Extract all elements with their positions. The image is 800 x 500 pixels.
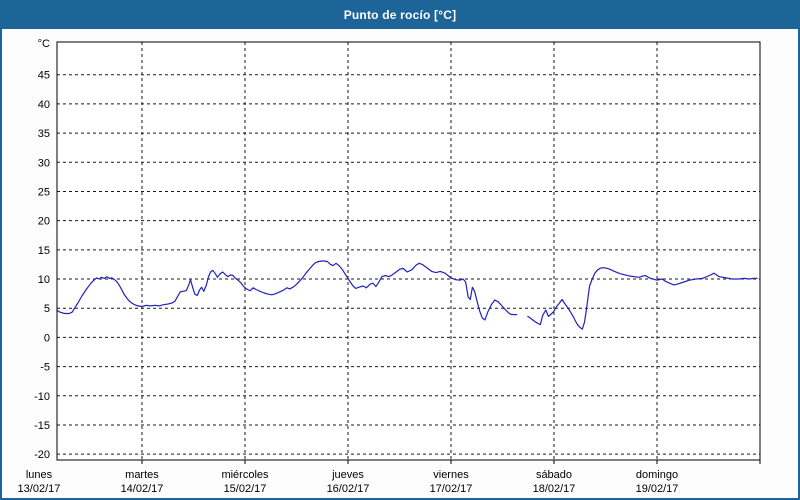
y-tick-label: 10	[38, 274, 50, 286]
y-axis-unit-label: °C	[38, 38, 50, 50]
y-tick-label: 40	[38, 99, 50, 111]
y-tick-label: 20	[38, 216, 50, 228]
chart-area: 45 40 35 30 25 20 15 10 5 0 -5 -10 -15 -20 °C lunes 13/0…	[2, 29, 798, 498]
x-tick-date-label: 13/02/17	[18, 483, 61, 495]
x-axis-ticks	[141, 460, 761, 464]
dew-point-line	[527, 267, 758, 330]
x-tick-date-label: 15/02/17	[224, 483, 267, 495]
x-tick-day-label: domingo	[636, 469, 678, 481]
x-gridlines	[141, 42, 658, 460]
y-tick-label: 25	[38, 186, 50, 198]
y-tick-label: -5	[40, 362, 50, 374]
y-axis-labels: 45 40 35 30 25 20 15 10 5 0 -5 -10 -15 -20	[34, 70, 50, 461]
y-tick-label: -15	[34, 420, 50, 432]
x-tick-date-label: 14/02/17	[121, 483, 164, 495]
x-tick-day-label: sábado	[536, 469, 572, 481]
y-tick-label: 5	[44, 303, 50, 315]
y-tick-label: 30	[38, 157, 50, 169]
plot-border	[56, 41, 761, 461]
x-tick-day-label: viernes	[433, 469, 469, 481]
x-tick-date-label: 17/02/17	[430, 483, 473, 495]
chart-title-bar: Punto de rocío [°C]	[2, 2, 798, 29]
dew-point-series	[56, 260, 758, 330]
x-tick-day-label: martes	[125, 469, 159, 481]
y-tick-label: 45	[38, 70, 50, 82]
y-axis-unit: °C	[38, 38, 50, 50]
y-tick-label: -20	[34, 449, 50, 461]
plot-background	[57, 42, 760, 460]
dew-point-chart: 45 40 35 30 25 20 15 10 5 0 -5 -10 -15 -20 °C lunes 13/0…	[18, 38, 761, 495]
y-tick-label: -10	[34, 391, 50, 403]
x-tick-date-label: 19/02/17	[636, 483, 679, 495]
x-tick-day-label: miércoles	[221, 469, 269, 481]
y-tick-label: 35	[38, 128, 50, 140]
x-tick-date-label: 16/02/17	[327, 483, 370, 495]
y-tick-label: 15	[38, 245, 50, 257]
chart-title: Punto de rocío [°C]	[343, 8, 457, 22]
y-tick-label: 0	[44, 332, 50, 344]
x-tick-day-label: lunes	[26, 469, 53, 481]
x-axis-labels: lunes 13/02/17 martes 14/02/17 miércoles 15/0…	[18, 469, 679, 495]
dew-point-line	[56, 260, 518, 321]
x-tick-day-label: jueves	[331, 469, 364, 481]
x-tick-date-label: 18/02/17	[533, 483, 576, 495]
